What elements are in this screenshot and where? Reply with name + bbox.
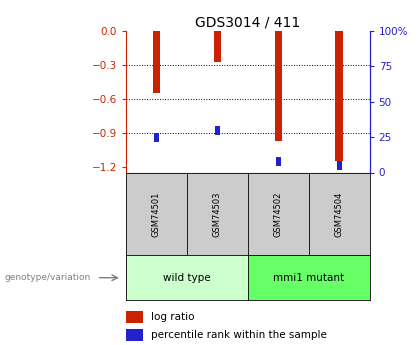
Bar xyxy=(336,31,343,161)
Bar xyxy=(215,126,220,135)
Bar xyxy=(153,31,160,93)
Bar xyxy=(275,31,282,141)
Text: percentile rank within the sample: percentile rank within the sample xyxy=(151,330,327,340)
Text: genotype/variation: genotype/variation xyxy=(4,273,90,282)
Text: GSM74501: GSM74501 xyxy=(152,191,161,237)
Bar xyxy=(126,311,143,323)
Bar xyxy=(126,329,143,341)
Text: mmi1 mutant: mmi1 mutant xyxy=(273,273,344,283)
Bar xyxy=(154,132,159,142)
Text: log ratio: log ratio xyxy=(151,312,195,322)
Text: GSM74504: GSM74504 xyxy=(335,191,344,237)
Bar xyxy=(276,157,281,166)
Text: wild type: wild type xyxy=(163,273,211,283)
Bar xyxy=(214,31,221,62)
Title: GDS3014 / 411: GDS3014 / 411 xyxy=(195,16,300,30)
Text: GSM74503: GSM74503 xyxy=(213,191,222,237)
Text: GSM74502: GSM74502 xyxy=(274,191,283,237)
Bar xyxy=(337,161,341,170)
